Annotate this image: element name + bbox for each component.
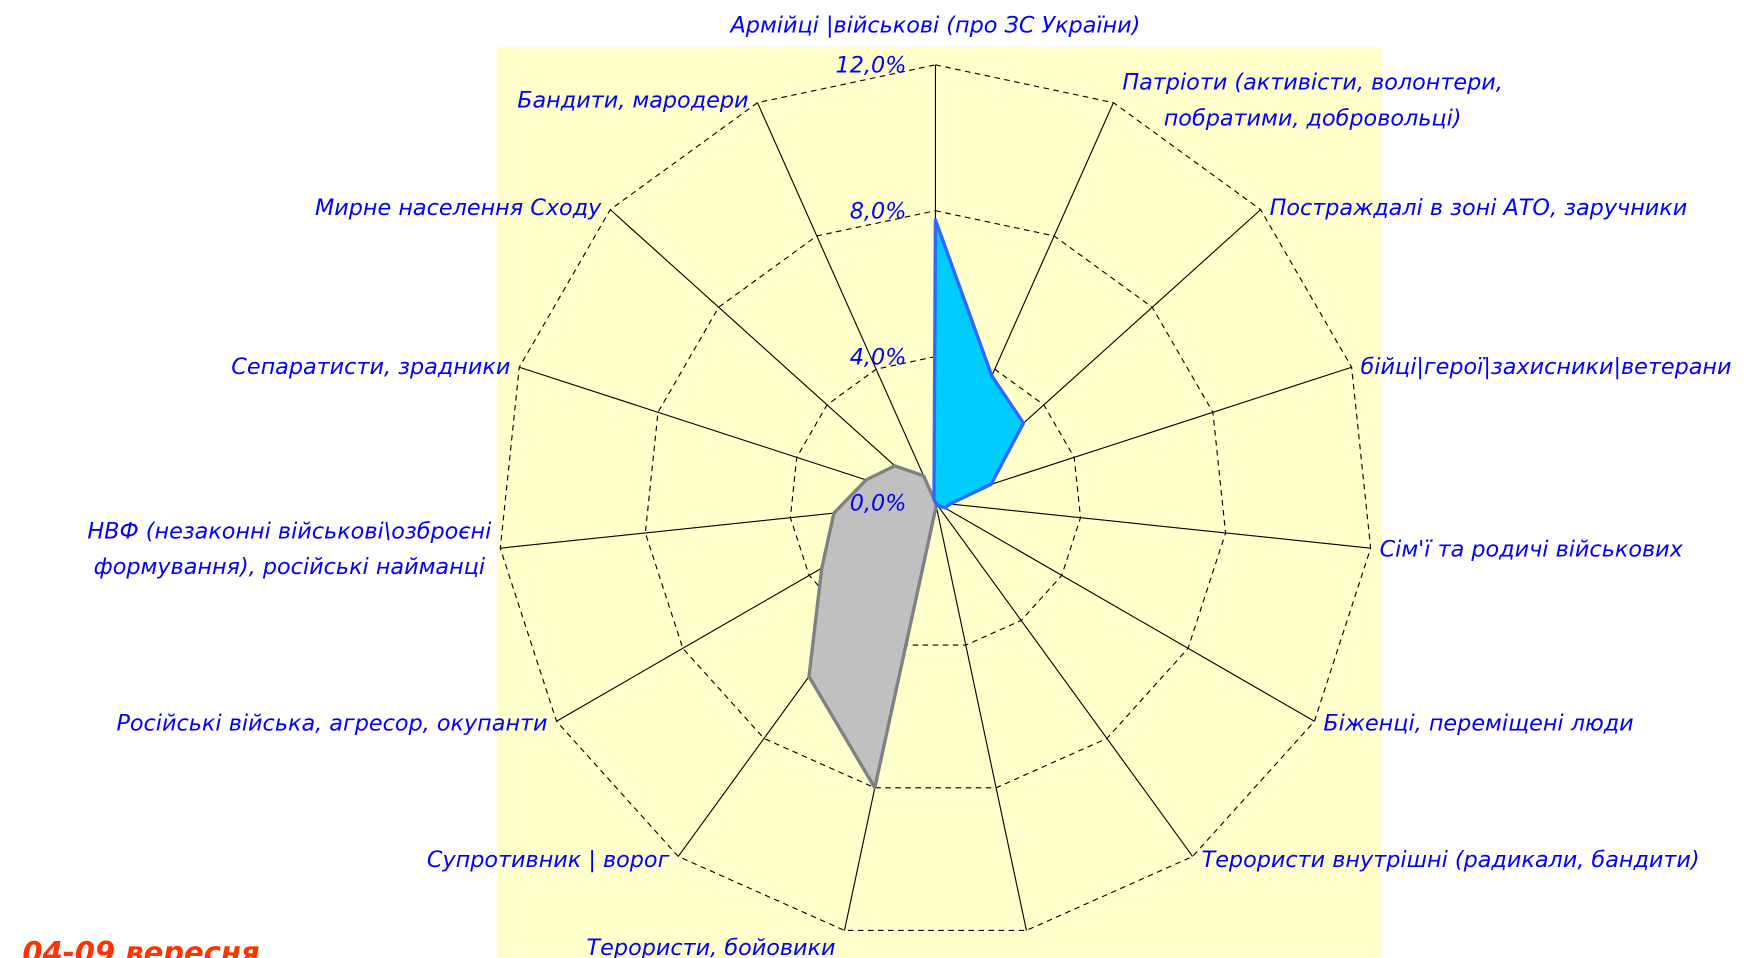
axis-line [935,502,1194,857]
r-tick-label: 0,0% [850,490,907,516]
category-label: Терористи, бойовики [587,935,836,958]
category-label: Бандити, мародери [517,87,748,113]
category-label: Терористи внутрішні (радикали, бандити) [1202,847,1700,873]
category-label: Постраждалі в зоні АТО, заручники [1270,195,1688,221]
grid-ring [789,356,1082,646]
category-label: Біженці, переміщені люди [1323,711,1633,737]
category-label: Мирне населення Сходу [315,195,602,221]
series-area [807,464,938,790]
category-label: Сепаратисти, зрадники [231,354,510,380]
axis-line [934,502,1027,931]
category-label: Російські війська, агресор, окупанти [116,711,547,737]
axis-line [935,366,1352,503]
category-label: бійці|герої|захисники|ветерани [1361,354,1732,380]
r-tick-label: 4,0% [850,344,907,370]
series-area [932,218,1026,510]
category-label: Сім'ї та родичі військових [1380,536,1684,562]
r-tick-label: 12,0% [836,53,907,79]
category-label: Армійці |військові (про ЗС України) [729,12,1141,38]
r-tick-label: 8,0% [850,199,907,225]
category-label: НВФ (незаконні військові\озброєні формува… [87,518,492,580]
axis-line [935,501,1371,549]
category-label: Патріоти (активісти, волонтери, побратими… [1122,70,1503,132]
grid-ring [644,210,1227,789]
axis-line [935,501,1315,722]
axis-line [756,102,936,503]
axis-line [609,209,936,503]
footer: 04-09 вересня [22,935,259,958]
grid-ring [499,64,1372,932]
category-label: Супротивник | ворог [427,847,670,873]
